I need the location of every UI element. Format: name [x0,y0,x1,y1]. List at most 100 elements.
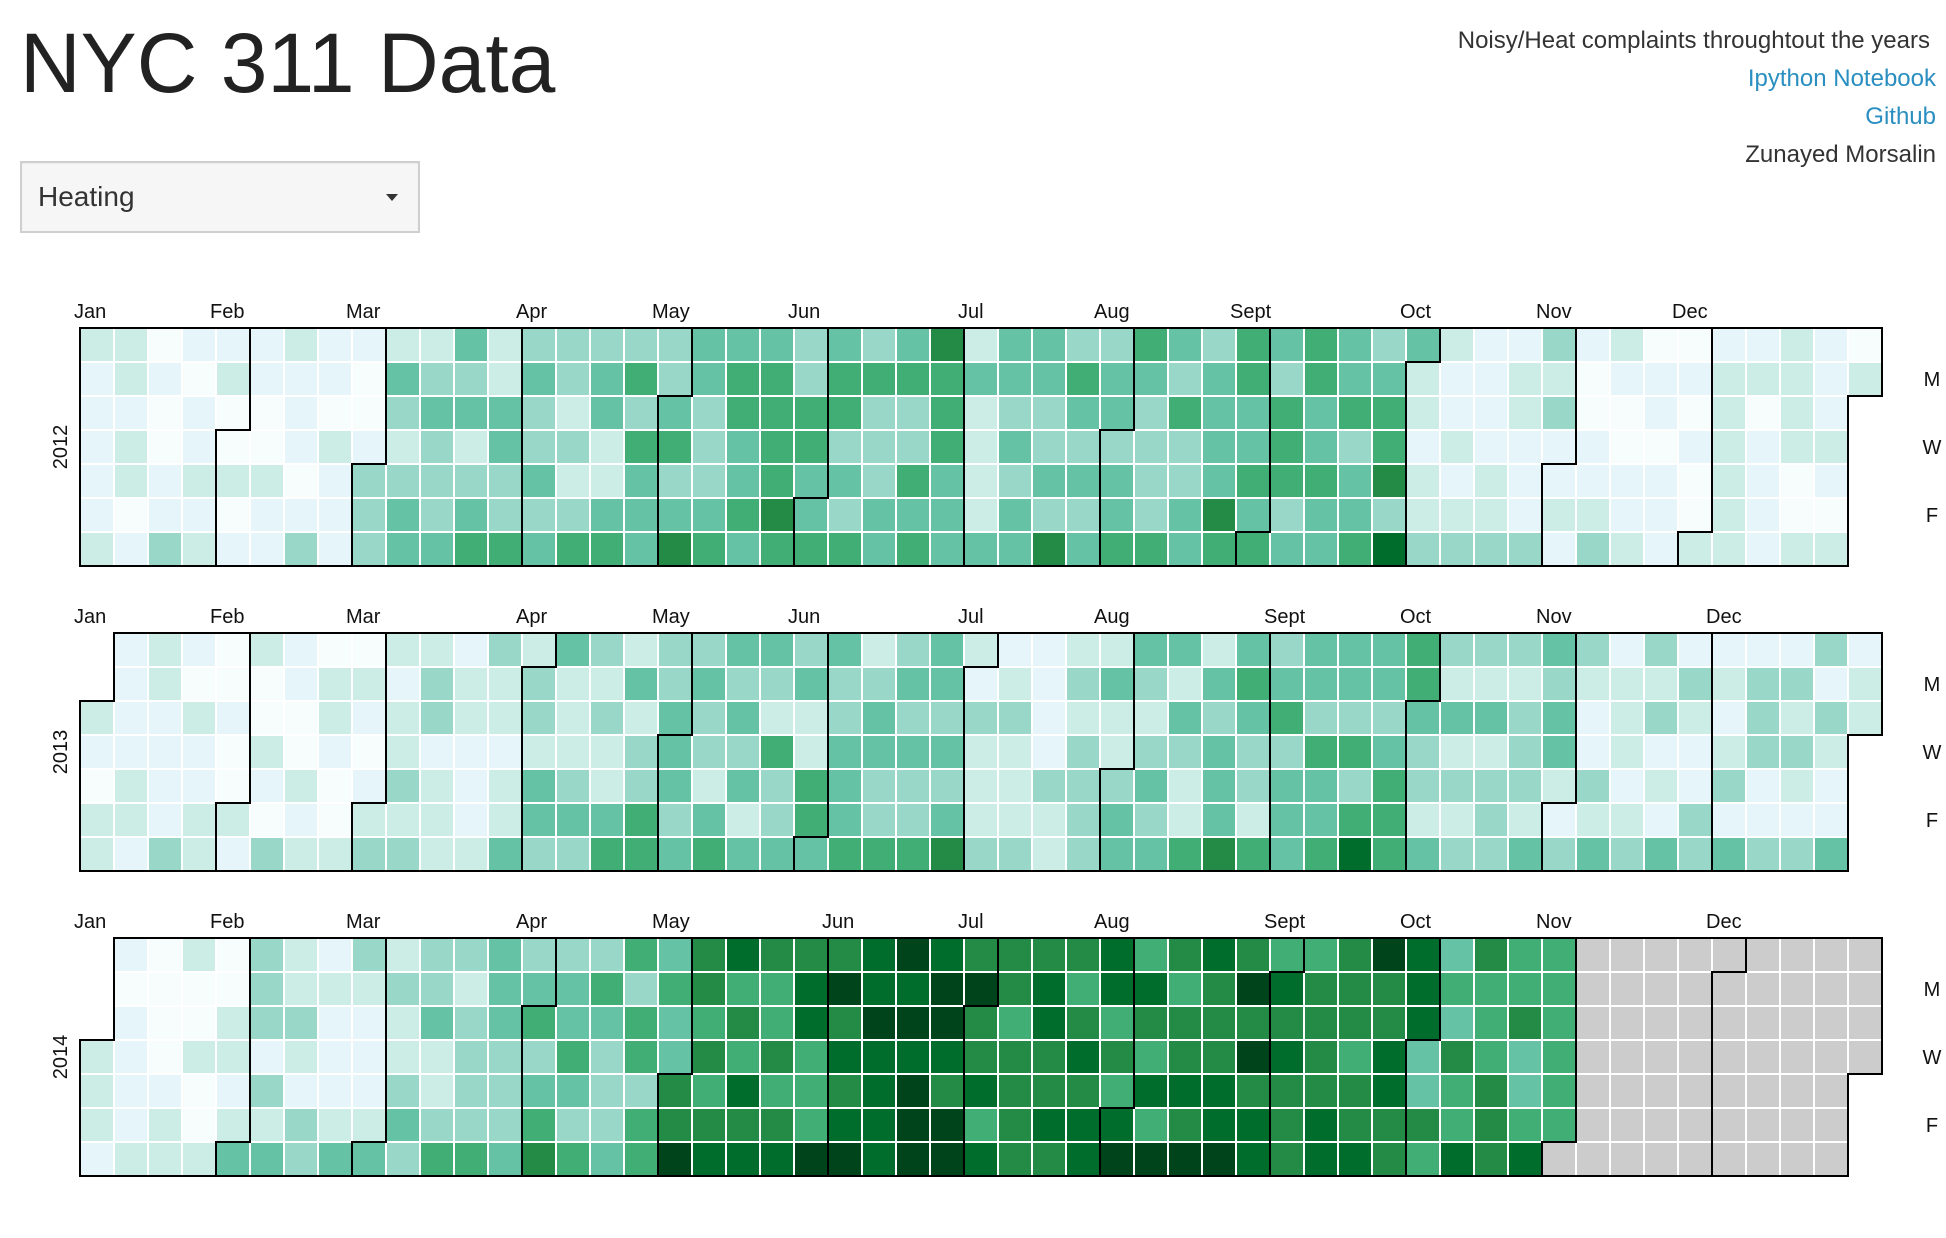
month-label: Dec [1672,301,1708,323]
day-cell [895,1005,931,1041]
day-cell [657,768,693,804]
day-cell [1065,632,1101,668]
day-cell [589,836,625,872]
day-cell [1507,361,1543,397]
day-cell [1099,429,1135,465]
day-cell [929,531,965,567]
month-outline [1677,327,1883,567]
day-cell [555,971,591,1007]
day-cell [1677,1005,1713,1041]
day-cell [385,1005,421,1041]
day-cell [827,327,863,363]
day-cell [1779,802,1815,838]
day-cell [1745,1107,1781,1143]
day-cell [1711,700,1747,736]
day-cell [1541,1005,1577,1041]
day-cell [1643,531,1679,567]
day-cell [1235,1073,1271,1109]
day-cell [385,497,421,533]
day-cell [453,768,489,804]
day-cell [1031,836,1067,872]
day-cell [827,395,863,431]
day-cell [1575,1141,1611,1177]
day-cell [691,937,727,973]
month-label: Jan [74,301,106,323]
day-cell [283,429,319,465]
day-cell [1269,632,1305,668]
day-cell [1337,666,1373,702]
day-cell [521,361,557,397]
day-cell [657,361,693,397]
day-cell [1507,632,1543,668]
day-cell [657,802,693,838]
day-cell [1371,1141,1407,1177]
day-cell [1099,531,1135,567]
day-cell [1643,768,1679,804]
day-cell [1439,700,1475,736]
day-cell [1507,1141,1543,1177]
day-cell [1099,327,1135,363]
day-cell [1609,1005,1645,1041]
day-cell [691,1005,727,1041]
day-cell [827,971,863,1007]
day-cell [1337,327,1373,363]
day-cell [623,1005,659,1041]
day-cell [1813,971,1849,1007]
day-cell [521,632,557,668]
day-cell [249,734,285,770]
day-cell [1847,971,1883,1007]
day-cell [1167,497,1203,533]
day-cell [1303,531,1339,567]
day-cell [759,666,795,702]
day-cell [1201,463,1237,499]
day-cell [419,1141,455,1177]
day-cell [1575,734,1611,770]
day-cell [1337,395,1373,431]
day-cell [1303,1005,1339,1041]
day-cell [487,937,523,973]
ipython-notebook-link[interactable]: Ipython Notebook [1747,65,1936,92]
day-cell [1575,531,1611,567]
day-cell [589,768,625,804]
day-cell [1405,1005,1441,1041]
day-cell [895,734,931,770]
complaint-type-select[interactable]: Heating [20,161,420,233]
day-cell [79,497,115,533]
day-cell [249,361,285,397]
day-cell [1303,1039,1339,1075]
day-cell [385,632,421,668]
day-cell [181,937,217,973]
day-cell [555,327,591,363]
day-cell [861,327,897,363]
day-cell [1235,734,1271,770]
day-cell [1575,395,1611,431]
day-cell [1235,632,1271,668]
day-cell [759,734,795,770]
day-cell [1269,937,1305,973]
day-cell [1099,632,1135,668]
day-cell [1643,666,1679,702]
day-cell [1269,497,1305,533]
day-cell [1541,734,1577,770]
day-cell [1405,395,1441,431]
day-cell [1813,666,1849,702]
day-cell [317,971,353,1007]
day-cell [1643,1005,1679,1041]
day-cell [521,802,557,838]
day-cell [691,666,727,702]
day-cell [623,327,659,363]
day-cell [827,361,863,397]
day-cell [1711,937,1747,973]
day-cell [215,327,251,363]
day-cell [317,802,353,838]
day-cell [1201,1005,1237,1041]
day-cell [283,1141,319,1177]
github-link[interactable]: Github [1865,103,1936,130]
day-cell [215,531,251,567]
day-cell [1473,395,1509,431]
day-cell [249,531,285,567]
day-cell [1575,666,1611,702]
month-label: Apr [516,606,547,628]
day-cell [759,768,795,804]
day-cell [1099,802,1135,838]
